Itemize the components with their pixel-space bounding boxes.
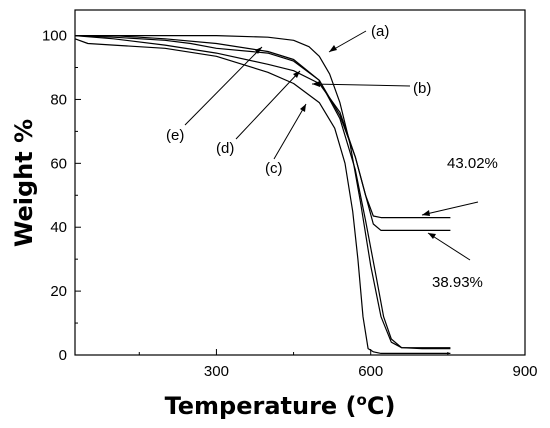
x-axis-title-main: Temperature ( [165, 392, 357, 420]
x-axis-title-degree: o [357, 391, 367, 409]
y-tick-label-3: 60 [50, 155, 67, 172]
annotation-arrows [184, 30, 479, 261]
arrowhead-b [312, 81, 320, 87]
arrowhead-d [293, 71, 300, 78]
arrowhead-43 [422, 210, 430, 216]
series-line-c [74, 38, 451, 354]
series-line-b [75, 34, 451, 219]
x-tick-label-1: 600 [358, 363, 383, 380]
arrow-38 [427, 232, 471, 261]
arrow-b [311, 83, 411, 87]
y-tick-label-5: 100 [42, 28, 67, 45]
arrow-43 [421, 201, 479, 216]
arrowhead-38 [428, 233, 436, 239]
series-group [74, 34, 451, 354]
y-axis-title: Weight % [10, 119, 38, 247]
series-line-a [75, 34, 451, 350]
plot-frame [74, 9, 526, 356]
arrow-c [273, 103, 307, 160]
label-c: (c) [265, 160, 283, 177]
label-a: (a) [371, 23, 389, 40]
label-d: (d) [216, 140, 234, 157]
x-axis-title-end: C) [367, 392, 396, 420]
x-tick-label-2: 900 [512, 363, 537, 380]
y-tick-label-2: 40 [50, 219, 67, 236]
y-tick-label-1: 20 [50, 283, 67, 300]
x-tick-label-0: 300 [204, 363, 229, 380]
label-38-pct: 38.93% [432, 274, 483, 291]
y-tick-label-4: 80 [50, 91, 67, 108]
arrowhead-c [300, 104, 306, 112]
series-line-e [74, 35, 451, 349]
axis-ticks: 300 600 900 0 20 40 60 80 100 [42, 28, 538, 380]
arrowhead-a [329, 45, 337, 52]
x-axis-title: Temperature (oC) [165, 391, 396, 420]
label-43-pct: 43.02% [447, 155, 498, 172]
y-tick-label-0: 0 [59, 347, 67, 364]
label-b: (b) [413, 80, 431, 97]
label-e: (e) [166, 127, 184, 144]
arrow-e [184, 46, 263, 126]
arrowhead-e [255, 47, 262, 54]
series-line-d [74, 35, 451, 231]
arrow-d [235, 70, 301, 140]
